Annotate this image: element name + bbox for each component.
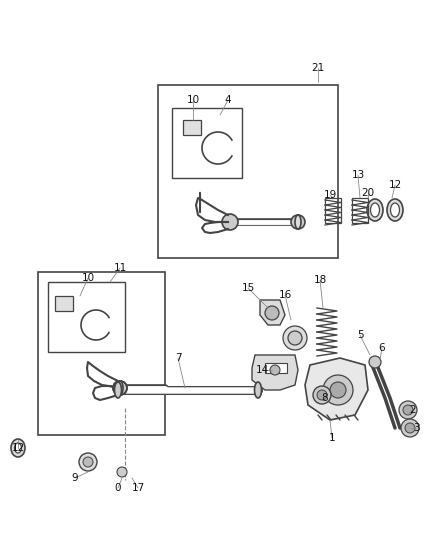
Bar xyxy=(265,363,287,373)
Text: 14: 14 xyxy=(255,365,268,375)
Circle shape xyxy=(313,386,331,404)
Polygon shape xyxy=(172,108,242,178)
Circle shape xyxy=(323,375,353,405)
Circle shape xyxy=(405,423,415,433)
Ellipse shape xyxy=(114,382,121,398)
Polygon shape xyxy=(48,282,125,352)
Ellipse shape xyxy=(371,203,379,217)
Circle shape xyxy=(283,326,307,350)
Circle shape xyxy=(401,419,419,437)
Circle shape xyxy=(270,365,280,375)
Circle shape xyxy=(399,401,417,419)
Polygon shape xyxy=(252,355,298,390)
Text: 0: 0 xyxy=(115,483,121,493)
Text: 8: 8 xyxy=(321,393,328,403)
Text: 20: 20 xyxy=(361,188,374,198)
Ellipse shape xyxy=(295,215,301,229)
Ellipse shape xyxy=(254,382,261,398)
Ellipse shape xyxy=(367,199,383,221)
Circle shape xyxy=(117,467,127,477)
Circle shape xyxy=(265,306,279,320)
Text: 10: 10 xyxy=(81,273,95,283)
Text: 6: 6 xyxy=(379,343,385,353)
Circle shape xyxy=(403,405,413,415)
Text: 11: 11 xyxy=(113,263,127,273)
Text: 7: 7 xyxy=(175,353,181,363)
Circle shape xyxy=(222,214,238,230)
Ellipse shape xyxy=(387,199,403,221)
Text: 9: 9 xyxy=(72,473,78,483)
Ellipse shape xyxy=(117,381,123,395)
Polygon shape xyxy=(305,358,368,420)
Bar xyxy=(352,198,368,223)
Bar xyxy=(183,120,201,135)
Text: 12: 12 xyxy=(389,180,402,190)
Text: 21: 21 xyxy=(311,63,325,73)
Text: 2: 2 xyxy=(410,405,416,415)
Text: 4: 4 xyxy=(225,95,231,105)
Text: 15: 15 xyxy=(241,283,254,293)
Text: 18: 18 xyxy=(313,275,327,285)
Text: 13: 13 xyxy=(351,170,364,180)
Text: 3: 3 xyxy=(413,423,419,433)
Text: 10: 10 xyxy=(187,95,200,105)
Circle shape xyxy=(330,382,346,398)
Text: 5: 5 xyxy=(357,330,363,340)
Circle shape xyxy=(113,381,127,395)
Circle shape xyxy=(291,215,305,229)
Polygon shape xyxy=(158,85,338,258)
Polygon shape xyxy=(38,272,165,435)
Text: 16: 16 xyxy=(279,290,292,300)
Bar xyxy=(55,296,73,311)
Circle shape xyxy=(83,457,93,467)
Bar xyxy=(325,198,341,223)
Ellipse shape xyxy=(391,203,399,217)
Circle shape xyxy=(288,331,302,345)
Text: 17: 17 xyxy=(131,483,145,493)
Circle shape xyxy=(79,453,97,471)
Circle shape xyxy=(317,390,327,400)
Circle shape xyxy=(369,356,381,368)
Text: 12: 12 xyxy=(11,443,25,453)
Text: 19: 19 xyxy=(323,190,337,200)
Text: 1: 1 xyxy=(328,433,336,443)
Ellipse shape xyxy=(14,443,21,453)
Ellipse shape xyxy=(11,439,25,457)
Polygon shape xyxy=(260,300,285,325)
